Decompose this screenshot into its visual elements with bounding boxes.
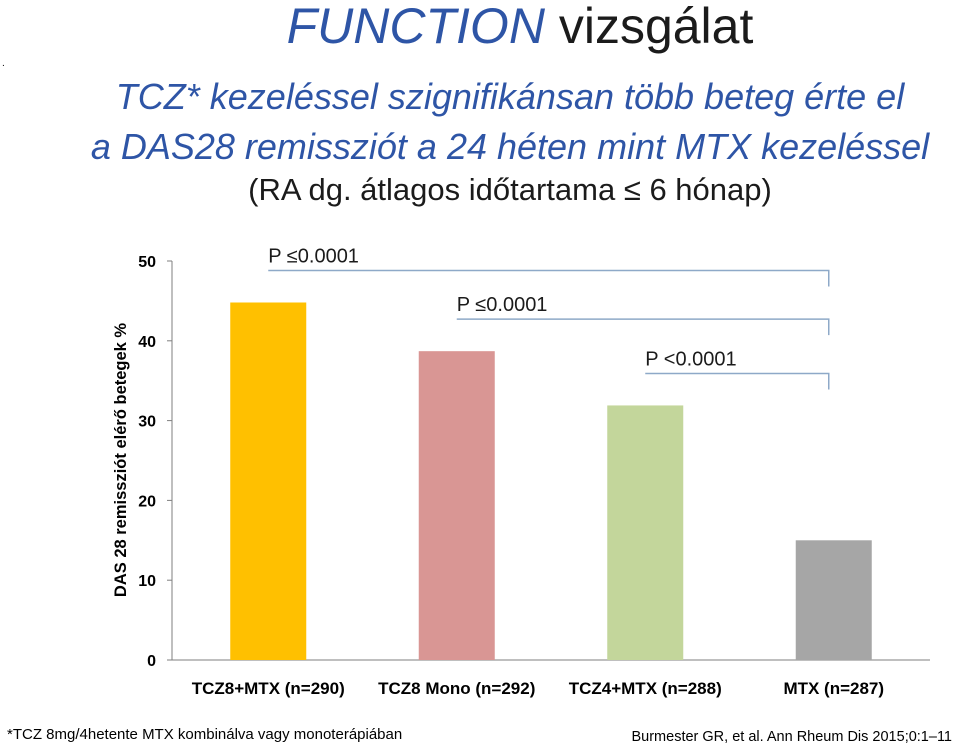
source-citation: Burmester GR, et al. Ann Rheum Dis 2015;… [631, 729, 952, 745]
y-tick-label: 50 [138, 254, 156, 271]
slide-marker: . [2, 58, 5, 69]
bar-2 [418, 351, 495, 660]
subtitle-line-3: (RA dg. átlagos időtartama ≤ 6 hónap) [248, 172, 772, 207]
significance-bracket [456, 318, 830, 336]
p-value-label: P <0.0001 [645, 348, 736, 370]
y-tick-label: 20 [138, 493, 156, 510]
subtitle-line-1: TCZ* kezeléssel szignifikánsan több bete… [115, 76, 905, 117]
p-value-label: P ≤0.0001 [457, 294, 548, 316]
significance-bracket [645, 372, 830, 390]
significance-bracket [268, 269, 830, 287]
subtitle-line-2: a DAS28 remissziót a 24 héten mint MTX k… [90, 126, 930, 167]
footnote: *TCZ 8mg/4hetente MTX kombinálva vagy mo… [7, 726, 403, 743]
y-axis-label: DAS 28 remissziót elérő betegek % [112, 323, 130, 598]
y-tick-label: 40 [138, 334, 156, 351]
y-tick-label: 30 [138, 414, 156, 431]
y-tick-label: 0 [147, 653, 156, 670]
category-label: TCZ8 Mono (n=292) [378, 679, 535, 698]
bar-1 [230, 302, 307, 660]
category-label: TCZ4+MTX (n=288) [569, 679, 722, 698]
bar-3 [607, 405, 684, 660]
title-emphasis: FUNCTION [286, 0, 545, 54]
p-value-label: P ≤0.0001 [268, 245, 359, 267]
category-label: MTX (n=287) [783, 679, 884, 698]
category-label: TCZ8+MTX (n=290) [192, 679, 345, 698]
title-rest: vizsgálat [544, 0, 754, 54]
page-title: FUNCTION vizsgálat [0, 0, 960, 54]
bar-4 [795, 540, 872, 660]
y-tick-label: 10 [138, 573, 156, 590]
